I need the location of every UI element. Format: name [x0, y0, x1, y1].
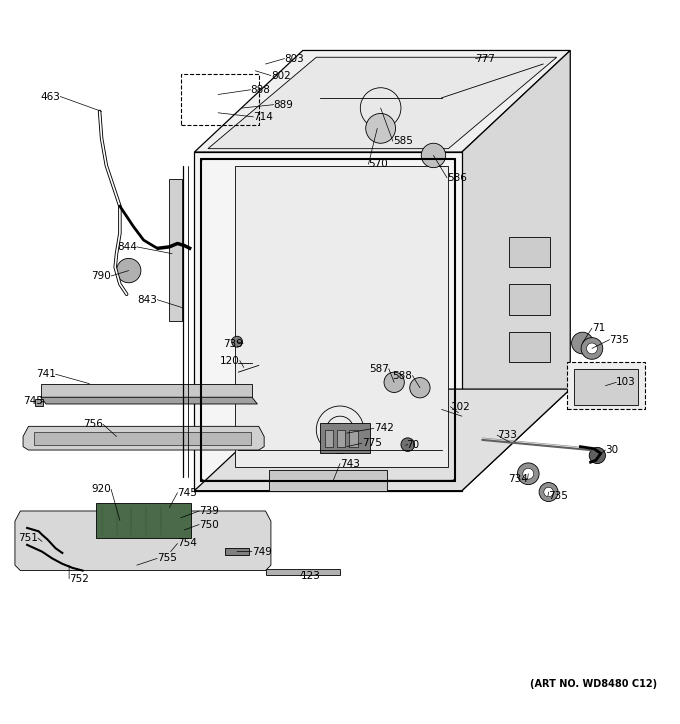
Circle shape: [589, 447, 605, 463]
Bar: [350, 430, 358, 447]
Polygon shape: [225, 548, 249, 555]
Text: 741: 741: [35, 369, 56, 379]
Polygon shape: [194, 152, 462, 491]
Text: 570: 570: [369, 159, 388, 169]
Text: 756: 756: [83, 419, 103, 429]
Text: (ART NO. WD8480 C12): (ART NO. WD8480 C12): [530, 678, 658, 689]
Text: 586: 586: [447, 173, 467, 182]
Text: 920: 920: [91, 484, 111, 494]
Bar: [509, 332, 550, 362]
Text: 844: 844: [117, 242, 137, 252]
Text: 743: 743: [340, 458, 360, 468]
Text: 30: 30: [605, 445, 619, 455]
Circle shape: [410, 378, 430, 398]
Text: 588: 588: [392, 371, 413, 381]
Text: 749: 749: [252, 547, 272, 557]
Bar: [567, 362, 645, 409]
Bar: [509, 237, 550, 267]
Text: 739: 739: [223, 339, 243, 349]
Circle shape: [116, 258, 141, 283]
Text: 735: 735: [548, 491, 568, 501]
Text: 120: 120: [220, 355, 240, 366]
Bar: [574, 369, 638, 405]
Text: 734: 734: [508, 474, 528, 484]
Text: 739: 739: [199, 506, 219, 516]
Circle shape: [384, 372, 405, 392]
Circle shape: [523, 468, 534, 479]
Circle shape: [572, 332, 593, 354]
Text: 745: 745: [177, 488, 197, 497]
Polygon shape: [194, 389, 571, 491]
Text: 742: 742: [374, 424, 394, 434]
Circle shape: [587, 343, 597, 354]
Polygon shape: [462, 51, 571, 491]
Polygon shape: [235, 166, 448, 467]
Polygon shape: [320, 423, 371, 453]
Bar: [337, 430, 345, 447]
Circle shape: [366, 114, 396, 143]
Text: 889: 889: [273, 100, 294, 109]
Circle shape: [401, 438, 415, 451]
Text: 751: 751: [18, 533, 38, 543]
Text: 123: 123: [301, 571, 320, 581]
Text: 802: 802: [271, 70, 290, 80]
Bar: [34, 432, 251, 445]
Text: 750: 750: [199, 520, 219, 529]
Polygon shape: [208, 57, 557, 148]
Text: 775: 775: [362, 438, 381, 448]
Polygon shape: [41, 384, 252, 397]
Polygon shape: [41, 397, 257, 404]
Text: 587: 587: [369, 363, 389, 374]
Text: 733: 733: [497, 430, 517, 440]
Text: 102: 102: [450, 402, 470, 412]
Text: 745: 745: [24, 396, 44, 406]
Polygon shape: [23, 426, 264, 450]
Text: 790: 790: [91, 271, 111, 281]
Text: 463: 463: [40, 91, 61, 101]
Circle shape: [517, 463, 539, 484]
Text: 585: 585: [393, 136, 413, 146]
Polygon shape: [269, 471, 388, 491]
Bar: [35, 399, 44, 406]
Text: 754: 754: [177, 539, 197, 549]
Polygon shape: [194, 51, 571, 152]
Circle shape: [544, 487, 554, 497]
Polygon shape: [15, 511, 271, 571]
Text: 70: 70: [406, 440, 419, 450]
Text: 735: 735: [609, 334, 630, 345]
Text: 103: 103: [616, 377, 636, 387]
Circle shape: [232, 336, 243, 347]
Bar: [325, 430, 333, 447]
Circle shape: [581, 337, 602, 359]
Polygon shape: [265, 568, 340, 576]
Bar: [169, 179, 182, 321]
Text: 777: 777: [475, 54, 495, 64]
Text: 752: 752: [69, 573, 89, 584]
Bar: [509, 284, 550, 315]
Text: 888: 888: [251, 85, 271, 95]
Text: 755: 755: [157, 553, 177, 563]
Circle shape: [539, 482, 558, 502]
Bar: [96, 503, 191, 538]
Circle shape: [422, 143, 445, 168]
Bar: [181, 74, 258, 125]
Text: 843: 843: [137, 295, 157, 305]
Text: 803: 803: [284, 54, 304, 64]
Text: 71: 71: [592, 323, 605, 333]
Text: 714: 714: [254, 111, 273, 122]
